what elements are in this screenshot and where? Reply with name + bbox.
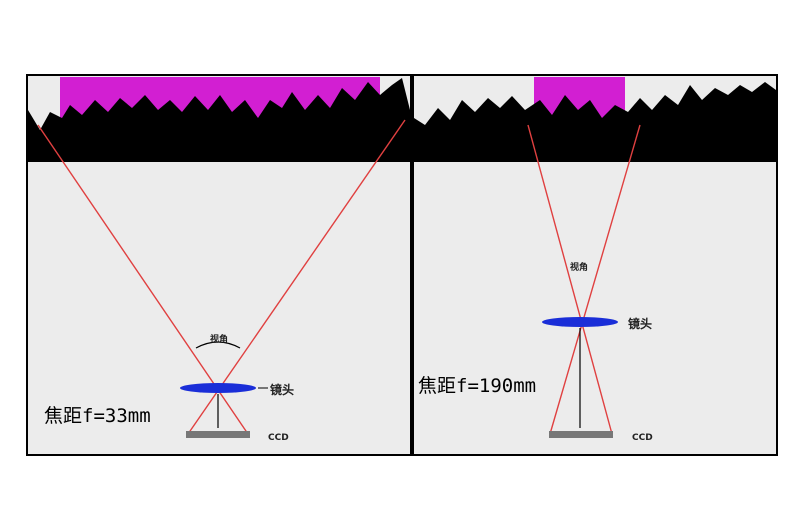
lens — [542, 317, 618, 327]
tree-line — [414, 82, 776, 162]
view-angle-label: 视角 — [210, 333, 228, 345]
ray — [549, 124, 641, 435]
focal-label: 焦距f=33mm — [44, 405, 151, 427]
ray — [527, 124, 613, 435]
focal-label: 焦距f=190mm — [418, 375, 536, 397]
sensor — [549, 431, 613, 438]
ray — [37, 124, 249, 435]
lens-label: 镜头 — [270, 382, 294, 397]
view-angle-label: 视角 — [570, 261, 588, 273]
angle-arc — [195, 341, 241, 349]
tree-line — [28, 78, 410, 162]
panel-wide: 视角 镜头 CCD 焦距f=33mm — [26, 74, 412, 456]
ray — [187, 119, 406, 435]
lens — [180, 383, 256, 393]
lens-label: 镜头 — [628, 316, 652, 331]
sensor — [186, 431, 250, 438]
sensor-label: CCD — [632, 433, 653, 443]
sensor-label: CCD — [268, 433, 289, 443]
panel-tele: 视角 镜头 CCD 焦距f=190mm — [412, 74, 778, 456]
